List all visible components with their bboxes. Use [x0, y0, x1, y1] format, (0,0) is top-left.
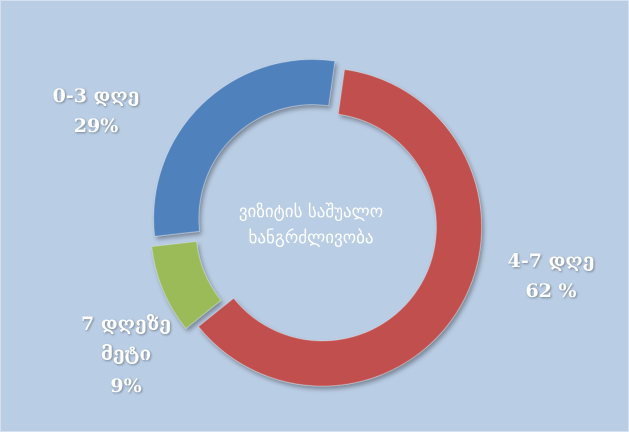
value-label: 29%: [73, 115, 119, 137]
category-label: 4-7 დღე: [507, 250, 595, 272]
category-label: 0-3 დღე: [52, 85, 140, 107]
category-label: 7 დღეზე მეტი: [80, 313, 172, 365]
chart-title: ვიზიტის საშუალო ხანგრძლივობა: [238, 202, 384, 248]
donut-segment: [197, 68, 482, 387]
donut-segment: [153, 59, 336, 237]
value-label: 62 %: [525, 280, 577, 302]
value-label: 9%: [110, 375, 142, 397]
donut-segment: [151, 240, 222, 330]
